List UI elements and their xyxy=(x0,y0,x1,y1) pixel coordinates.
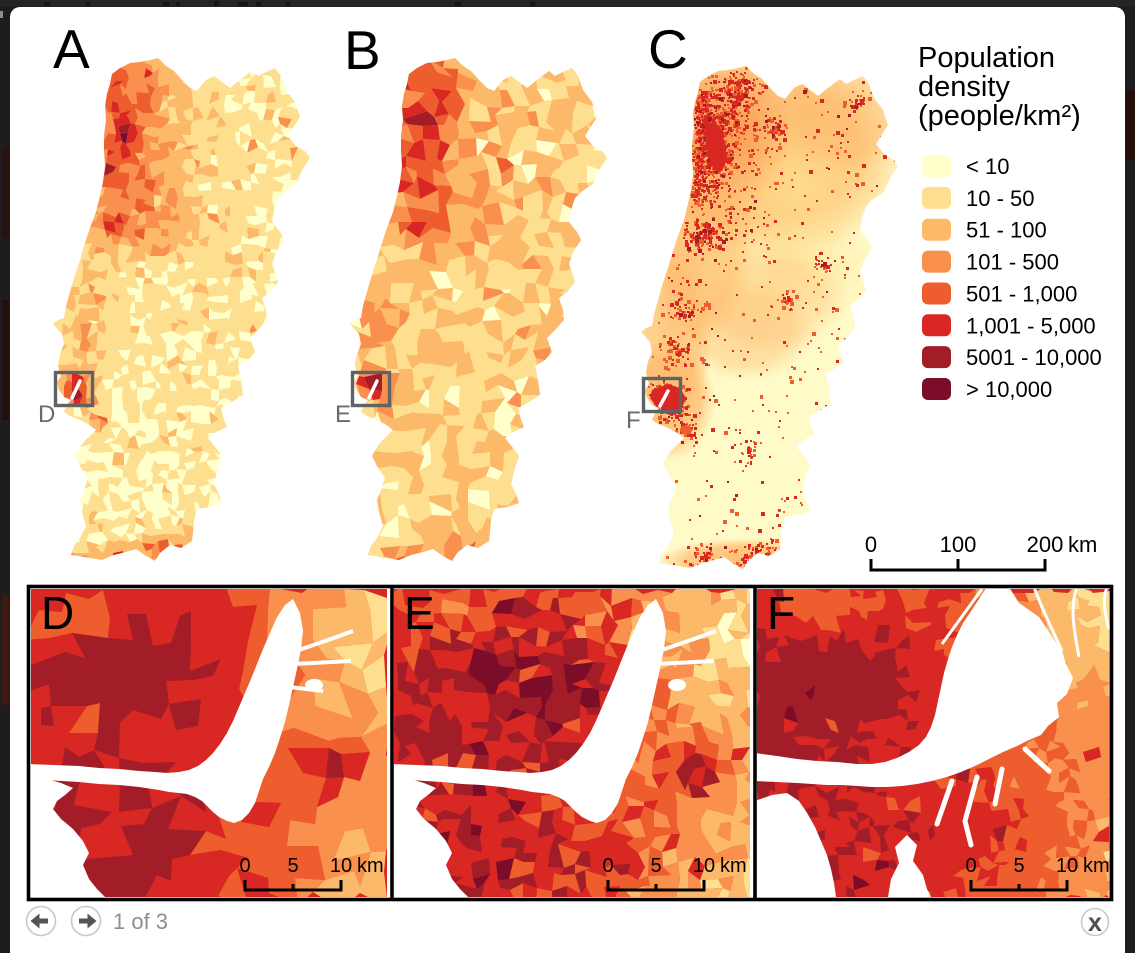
svg-text:5: 5 xyxy=(650,855,661,877)
svg-text:x: x xyxy=(1088,909,1102,937)
svg-text:E: E xyxy=(404,587,435,639)
svg-text:0: 0 xyxy=(965,855,976,877)
svg-text:0: 0 xyxy=(239,855,250,877)
svg-text:density: density xyxy=(918,71,1010,103)
svg-text:D: D xyxy=(41,587,74,639)
svg-text:< 10: < 10 xyxy=(966,154,1009,179)
svg-text:5: 5 xyxy=(1013,855,1024,877)
svg-text:0: 0 xyxy=(865,532,877,557)
svg-text:E: E xyxy=(335,401,351,428)
svg-text:0: 0 xyxy=(602,855,613,877)
svg-text:C: C xyxy=(648,18,688,80)
svg-text:101 - 500: 101 - 500 xyxy=(966,250,1059,275)
svg-text:km: km xyxy=(1068,532,1097,557)
svg-text:10: 10 xyxy=(330,855,352,877)
svg-text:5: 5 xyxy=(287,855,298,877)
svg-text:100: 100 xyxy=(940,532,977,557)
svg-text:D: D xyxy=(38,401,55,428)
svg-text:10: 10 xyxy=(693,855,715,877)
svg-text:10 - 50: 10 - 50 xyxy=(966,186,1035,211)
svg-text:km: km xyxy=(720,855,747,877)
svg-text:5001 - 10,000: 5001 - 10,000 xyxy=(966,345,1102,370)
svg-text:km: km xyxy=(1083,855,1110,877)
svg-text:1,001 - 5,000: 1,001 - 5,000 xyxy=(966,313,1096,338)
svg-text:501 - 1,000: 501 - 1,000 xyxy=(966,281,1077,306)
svg-text:F: F xyxy=(626,407,641,434)
svg-text:(people/km²): (people/km²) xyxy=(918,100,1081,132)
svg-text:A: A xyxy=(53,18,90,80)
svg-text:Population: Population xyxy=(918,42,1055,74)
svg-text:1 of 3: 1 of 3 xyxy=(113,909,168,934)
svg-text:> 10,000: > 10,000 xyxy=(966,377,1052,402)
svg-text:F: F xyxy=(767,587,795,639)
svg-text:km: km xyxy=(357,855,384,877)
svg-text:10: 10 xyxy=(1056,855,1078,877)
svg-text:51 - 100: 51 - 100 xyxy=(966,218,1047,243)
svg-text:200: 200 xyxy=(1027,532,1064,557)
svg-text:B: B xyxy=(344,19,381,81)
